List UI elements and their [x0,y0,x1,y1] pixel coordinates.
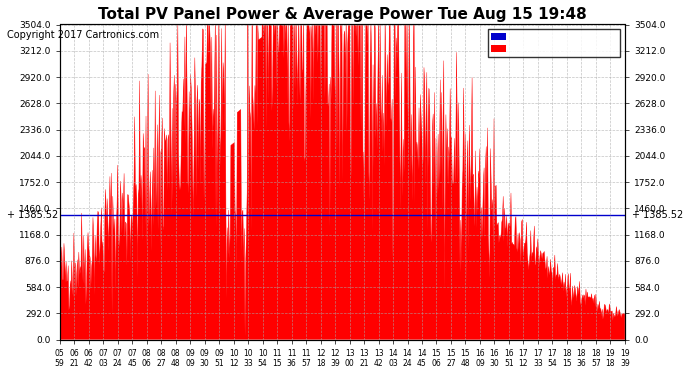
Title: Total PV Panel Power & Average Power Tue Aug 15 19:48: Total PV Panel Power & Average Power Tue… [98,7,586,22]
Text: + 1385.52: + 1385.52 [7,210,58,220]
Legend: Average (DC Watts), PV Panels (DC Watts): Average (DC Watts), PV Panels (DC Watts) [489,29,620,57]
Text: Copyright 2017 Cartronics.com: Copyright 2017 Cartronics.com [7,30,159,39]
Text: + 1385.52: + 1385.52 [632,210,683,220]
